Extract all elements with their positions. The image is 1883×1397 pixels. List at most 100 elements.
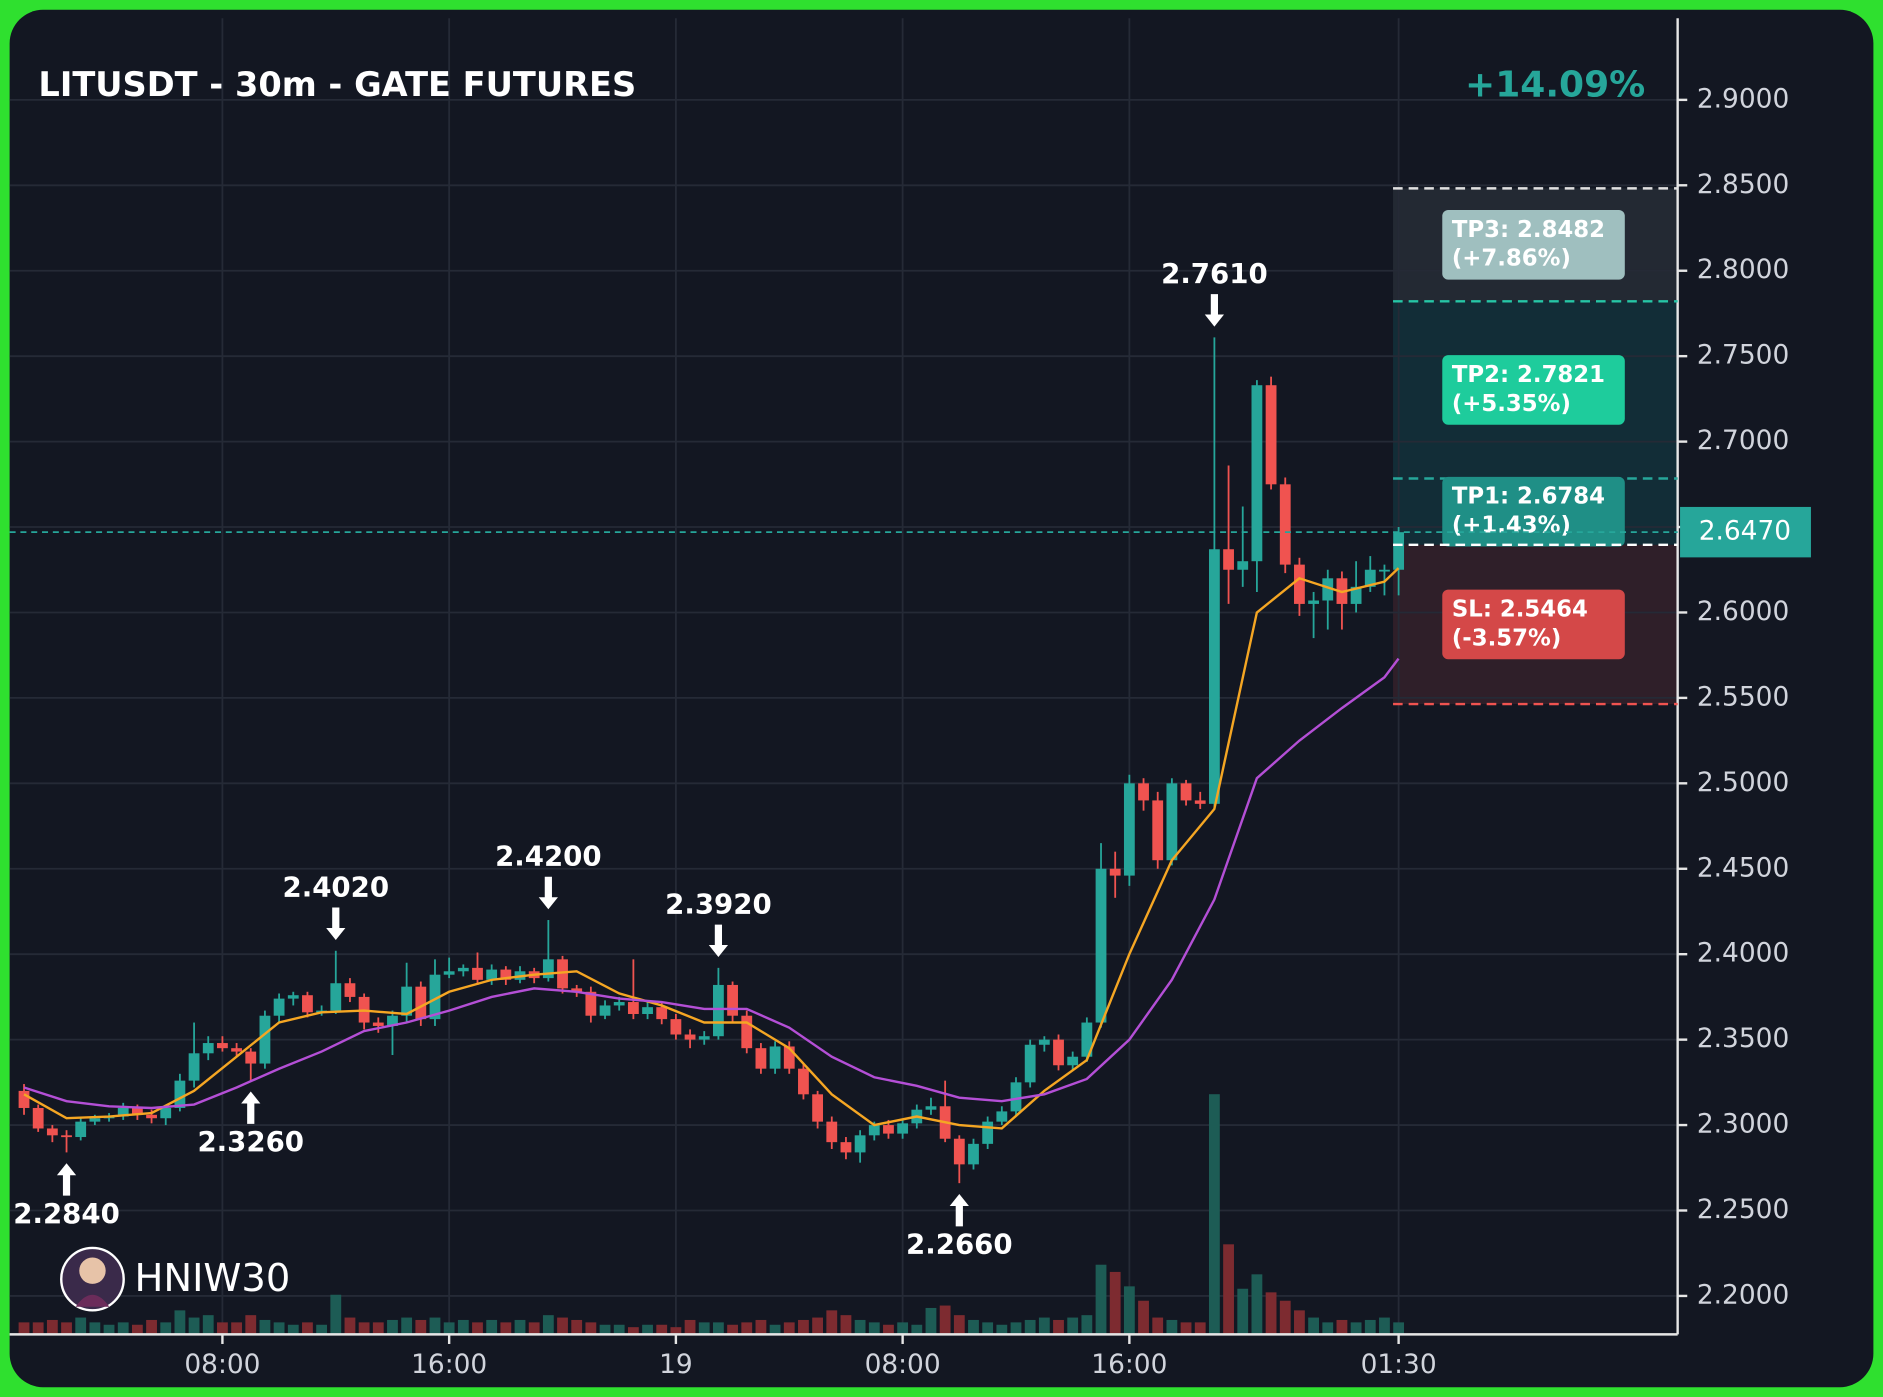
avatar-body [75, 1294, 110, 1307]
volume-bar [1237, 1288, 1249, 1335]
candle-body [1350, 586, 1362, 604]
volume-bar [160, 1322, 172, 1335]
candle-body [1081, 1022, 1093, 1057]
candle-body [1364, 569, 1376, 587]
volume-bar [1350, 1322, 1362, 1335]
candle-body [117, 1107, 129, 1117]
volume-bar [217, 1322, 228, 1335]
candle-body [599, 1005, 611, 1016]
volume-bar [18, 1322, 30, 1335]
x-tick-label: 01:30 [1361, 1349, 1437, 1380]
y-tick-label: 2.5000 [1697, 767, 1789, 798]
candle-body [486, 969, 498, 980]
volume-bar [1053, 1319, 1064, 1335]
volume-bar [61, 1322, 72, 1335]
candle-body [1180, 783, 1192, 801]
candle-body [698, 1036, 710, 1040]
candle-body [188, 1053, 200, 1081]
level-box [1442, 210, 1625, 280]
volume-bar [627, 1327, 639, 1335]
annotation-label: 2.4200 [495, 840, 602, 873]
annotation-arrow [241, 1091, 261, 1124]
candle-body [429, 974, 441, 1020]
candle-body [131, 1107, 143, 1115]
volume-bar [982, 1322, 994, 1335]
candle-body [1038, 1039, 1050, 1045]
volume-bar [514, 1319, 526, 1335]
volume-bar [599, 1324, 611, 1335]
candle-body [854, 1135, 866, 1153]
volume-bar [1194, 1322, 1206, 1335]
candle-body [1152, 800, 1164, 861]
candle-body [1265, 385, 1277, 485]
volume-bar [1038, 1317, 1050, 1335]
x-tick-label: 19 [659, 1349, 693, 1380]
annotation-arrow [708, 924, 729, 958]
volume-bar [684, 1319, 696, 1335]
volume-bar [1166, 1319, 1178, 1335]
candle-body [826, 1121, 838, 1143]
volume-bar [1024, 1319, 1036, 1335]
volume-bar [1393, 1322, 1405, 1335]
level-label: TP2: 2.7821 [1452, 362, 1605, 388]
y-tick-label: 2.5500 [1697, 681, 1789, 712]
candle-body [1308, 600, 1319, 604]
level-label: TP1: 2.6784 [1452, 484, 1605, 510]
volume-bar [1152, 1317, 1164, 1335]
candle-body [1010, 1082, 1022, 1112]
y-tick-label: 2.3000 [1697, 1109, 1789, 1140]
level-box [1442, 589, 1625, 660]
x-tick-label: 08:00 [184, 1349, 260, 1380]
volume-bar [897, 1322, 909, 1335]
candle-body [457, 967, 469, 972]
volume-bar [287, 1324, 299, 1335]
volume-bar [500, 1322, 512, 1335]
volume-bar [245, 1315, 257, 1335]
volume-bar [571, 1319, 583, 1335]
y-tick-label: 2.6000 [1697, 596, 1789, 627]
annotation-arrow [949, 1193, 969, 1227]
level-label: SL: 2.5464 [1452, 597, 1588, 623]
volume-bar [1279, 1300, 1291, 1335]
candle-body [1138, 783, 1149, 801]
volume-bar [1364, 1319, 1376, 1335]
volume-bar [1294, 1310, 1305, 1335]
candle-body [1024, 1044, 1036, 1083]
candle-body [840, 1142, 852, 1153]
volume-bar [344, 1317, 356, 1335]
level-label: TP3: 2.8482 [1452, 217, 1605, 243]
volume-bar [457, 1319, 469, 1335]
volume-bar [486, 1319, 498, 1335]
last-price-tag [1680, 506, 1811, 558]
candle-body [302, 995, 313, 1013]
volume-bar [32, 1322, 44, 1335]
volume-bar [798, 1319, 809, 1335]
volume-bar [75, 1317, 87, 1335]
candle-body [1053, 1039, 1064, 1066]
candle-body [387, 1015, 398, 1026]
candle-body [996, 1111, 1008, 1122]
annotation-label: 2.7610 [1161, 257, 1268, 290]
volume-bar [372, 1322, 384, 1335]
candle-body [1095, 868, 1107, 1023]
candle-body [1166, 783, 1178, 861]
x-tick-label: 16:00 [411, 1349, 487, 1380]
volume-bar [302, 1322, 313, 1335]
volume-bar [812, 1317, 824, 1335]
volume-bar [231, 1322, 242, 1335]
candle-body [146, 1114, 157, 1119]
avatar-face [79, 1257, 106, 1284]
volume-bar [642, 1324, 653, 1335]
candle-body [755, 1048, 767, 1069]
candle-body [642, 1007, 653, 1014]
level-change: (+7.86%) [1452, 246, 1571, 272]
annotation-label: 2.2840 [13, 1197, 120, 1230]
candle-body [75, 1121, 87, 1138]
moving-average [23, 657, 1400, 1110]
volume-bar [713, 1322, 724, 1335]
volume-bar [783, 1322, 795, 1335]
volume-bar [585, 1322, 597, 1335]
annotation-arrow [1204, 294, 1225, 327]
volume-bar [174, 1310, 186, 1335]
